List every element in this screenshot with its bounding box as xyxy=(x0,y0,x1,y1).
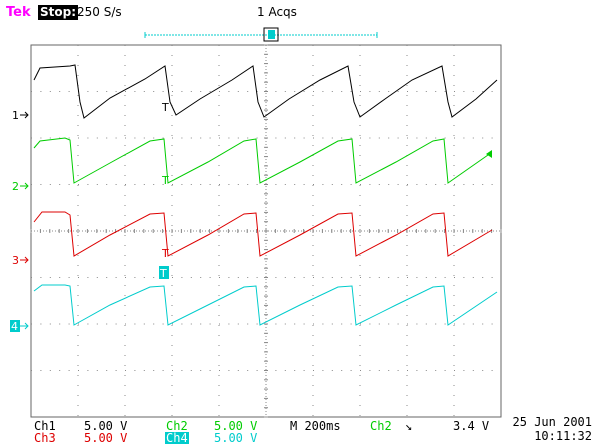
ch1-scale-value: 5.00 V xyxy=(84,419,128,433)
ch4-trigger-mark: T xyxy=(159,266,169,280)
trigger-source: Ch2 xyxy=(370,419,392,433)
ch3-marker: 3 xyxy=(12,254,29,267)
ch2-waveform xyxy=(33,137,489,184)
ch1-waveform xyxy=(33,64,498,119)
svg-text:3: 3 xyxy=(12,254,19,267)
ch2-scale-label: Ch2 xyxy=(166,419,188,433)
svg-text:T: T xyxy=(159,267,167,280)
brand-label: Tek xyxy=(6,5,31,20)
run-state-badge: Stop: xyxy=(38,5,79,20)
ch1-trigger-mark: T xyxy=(161,101,169,114)
ch4-marker: 4 xyxy=(10,320,29,333)
svg-text:4: 4 xyxy=(11,320,18,333)
trigger-slope-icon: ↘ xyxy=(405,419,413,433)
ch1-scale-label: Ch1 xyxy=(34,419,56,433)
ch3-waveform xyxy=(33,211,493,257)
svg-text:2: 2 xyxy=(12,180,19,193)
ch4-scale-label: Ch4 xyxy=(165,431,189,445)
timestamp: 25 Jun 2001 10:11:32 xyxy=(513,415,592,443)
ch2-marker: 2 xyxy=(12,180,29,193)
ch4-scale-value: 5.00 V xyxy=(214,431,258,445)
timestamp-date: 25 Jun 2001 xyxy=(512,415,592,429)
trigger-position-bar xyxy=(144,27,378,42)
ch2-scale-value: 5.00 V xyxy=(214,419,258,433)
ch3-scale-value: 5.00 V xyxy=(84,431,128,445)
sample-rate: 250 S/s xyxy=(77,5,122,19)
acquisition-count: 1 Acqs xyxy=(257,5,297,19)
trigger-level-arrow xyxy=(486,150,492,158)
ch3-scale-label: Ch3 xyxy=(34,431,56,445)
ch3-trigger-mark: T xyxy=(161,247,169,260)
timebase-readout: M 200ms xyxy=(290,419,341,433)
trigger-level: 3.4 V xyxy=(453,419,490,433)
ch1-marker: 1 xyxy=(12,109,29,122)
timestamp-time: 10:11:32 xyxy=(534,429,592,443)
ch2-trigger-mark: T xyxy=(161,174,169,187)
svg-text:1: 1 xyxy=(12,109,19,122)
ch4-waveform xyxy=(33,284,498,326)
graticule xyxy=(30,44,502,418)
